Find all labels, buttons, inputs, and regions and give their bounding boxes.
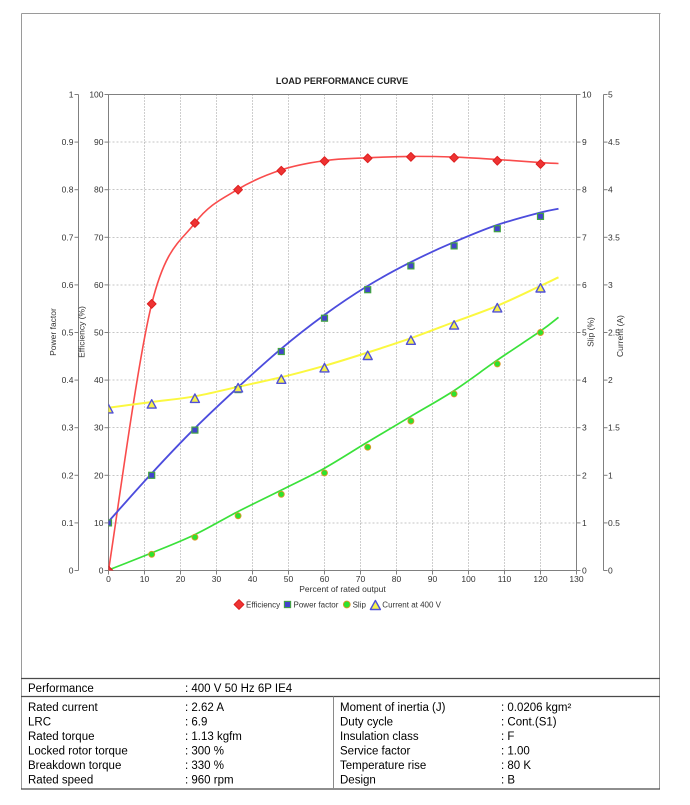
svg-text:: 1.00: : 1.00 [501,746,530,758]
svg-text:: 300 %: : 300 % [185,746,224,758]
svg-text:10: 10 [582,90,592,100]
svg-text:Design: Design [340,775,376,787]
svg-text:80: 80 [94,185,104,195]
svg-text:60: 60 [94,280,104,290]
svg-text:Rated torque: Rated torque [28,731,95,743]
svg-text:10: 10 [140,574,150,584]
svg-text:0: 0 [106,574,111,584]
svg-text:40: 40 [94,375,104,385]
svg-text:Percent of rated output: Percent of rated output [299,584,386,594]
svg-text:: 2.62 A: : 2.62 A [185,702,224,714]
svg-text:Rated speed: Rated speed [28,775,93,787]
svg-text:Slip: Slip [353,601,367,610]
svg-text:: B: : B [501,775,515,787]
svg-text:: 6.9: : 6.9 [185,717,207,729]
svg-text:100: 100 [461,574,475,584]
svg-text:0.8: 0.8 [62,185,74,195]
svg-text:80: 80 [392,574,402,584]
svg-text:0: 0 [582,566,587,576]
svg-text:Power factor: Power factor [48,308,58,356]
svg-text:0: 0 [608,566,613,576]
svg-text:6: 6 [582,280,587,290]
svg-text:0.5: 0.5 [62,328,74,338]
svg-text:8: 8 [582,185,587,195]
svg-text:2: 2 [582,470,587,480]
svg-text:1: 1 [582,518,587,528]
svg-text:0.3: 0.3 [62,423,74,433]
svg-text:0.7: 0.7 [62,232,74,242]
svg-text:0.6: 0.6 [62,280,74,290]
svg-text:Performance: Performance [28,683,94,695]
svg-text:0: 0 [69,566,74,576]
svg-text:40: 40 [248,574,258,584]
svg-text:90: 90 [428,574,438,584]
svg-text:: 960 rpm: : 960 rpm [185,775,234,787]
svg-text:: F: : F [501,731,514,743]
svg-text:: 330 %: : 330 % [185,760,224,772]
svg-text:4: 4 [582,375,587,385]
svg-text:: 1.13 kgfm: : 1.13 kgfm [185,731,242,743]
svg-text:0.1: 0.1 [62,518,74,528]
svg-text:Service factor: Service factor [340,746,410,758]
svg-text:3: 3 [608,280,613,290]
svg-text:Power factor: Power factor [294,601,339,610]
svg-text:2: 2 [608,375,613,385]
svg-text:Current (A): Current (A) [615,315,625,357]
svg-text:Slip (%): Slip (%) [586,317,596,347]
svg-text:0.9: 0.9 [62,137,74,147]
svg-text:9: 9 [582,137,587,147]
svg-text:: 0.0206 kgm²: : 0.0206 kgm² [501,702,571,714]
svg-text:0.5: 0.5 [608,518,620,528]
svg-text:50: 50 [94,328,104,338]
svg-text:Duty cycle: Duty cycle [340,717,393,729]
svg-text:LRC: LRC [28,717,51,729]
svg-text:120: 120 [533,574,547,584]
svg-text:5: 5 [582,328,587,338]
svg-text:: Cont.(S1): : Cont.(S1) [501,717,557,729]
svg-text:2.5: 2.5 [608,328,620,338]
svg-text:1.5: 1.5 [608,423,620,433]
svg-text:Rated current: Rated current [28,702,98,714]
svg-text:70: 70 [94,232,104,242]
svg-text:20: 20 [176,574,186,584]
svg-text:4.5: 4.5 [608,137,620,147]
svg-text:30: 30 [94,423,104,433]
svg-text:110: 110 [498,574,512,584]
svg-text:100: 100 [89,90,103,100]
svg-text:Locked rotor torque: Locked rotor torque [28,746,128,758]
svg-text:130: 130 [569,574,583,584]
svg-text:0.4: 0.4 [62,375,74,385]
svg-text:Efficiency (%): Efficiency (%) [77,306,87,358]
svg-text:4: 4 [608,185,613,195]
svg-text:7: 7 [582,232,587,242]
svg-text:70: 70 [356,574,366,584]
svg-text:0: 0 [99,566,104,576]
svg-text:Current at 400 V: Current at 400 V [382,601,441,610]
svg-text:0.2: 0.2 [62,470,74,480]
svg-text:90: 90 [94,137,104,147]
svg-text:1: 1 [69,90,74,100]
svg-text:: 400 V 50 Hz 6P IE4: : 400 V 50 Hz 6P IE4 [185,683,293,695]
svg-text:Efficiency: Efficiency [246,601,280,610]
svg-text:LOAD PERFORMANCE CURVE: LOAD PERFORMANCE CURVE [276,76,408,86]
svg-text:20: 20 [94,470,104,480]
svg-text:Insulation class: Insulation class [340,731,419,743]
svg-text:1: 1 [608,470,613,480]
svg-text:30: 30 [212,574,222,584]
svg-text:60: 60 [320,574,330,584]
svg-text:: 80 K: : 80 K [501,760,531,772]
svg-text:Temperature rise: Temperature rise [340,760,426,772]
svg-text:Breakdown torque: Breakdown torque [28,760,121,772]
svg-text:3: 3 [582,423,587,433]
svg-text:50: 50 [284,574,294,584]
svg-text:Moment of inertia (J): Moment of inertia (J) [340,702,446,714]
svg-text:3.5: 3.5 [608,232,620,242]
svg-text:10: 10 [94,518,104,528]
svg-text:5: 5 [608,90,613,100]
